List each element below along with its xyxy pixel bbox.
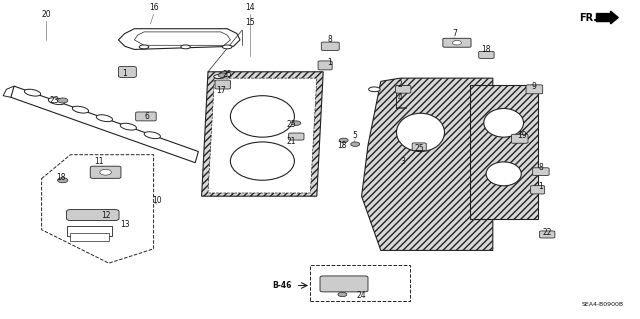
Text: 11: 11 [95,157,104,166]
Text: 7: 7 [452,29,457,38]
Ellipse shape [24,89,41,96]
Polygon shape [470,85,538,219]
Ellipse shape [230,96,294,137]
FancyBboxPatch shape [479,51,494,58]
Text: FR.: FR. [579,12,597,23]
Text: 13: 13 [120,220,130,229]
Text: 14: 14 [244,4,255,12]
Ellipse shape [96,115,113,122]
Text: 25: 25 [414,144,424,153]
Ellipse shape [230,142,294,180]
Text: 25: 25 [286,120,296,129]
Ellipse shape [369,87,380,92]
Ellipse shape [486,162,521,186]
Text: 1: 1 [122,69,127,78]
Ellipse shape [72,106,88,113]
Text: 10: 10 [152,197,162,205]
Text: 8: 8 [327,35,332,44]
Text: 20: 20 [41,10,51,19]
FancyBboxPatch shape [396,85,411,93]
Text: 1: 1 [327,58,332,67]
Text: 18: 18 [338,141,347,150]
Text: 6: 6 [145,112,150,121]
Text: 24: 24 [356,291,367,300]
FancyBboxPatch shape [532,168,549,175]
Circle shape [58,178,68,183]
Text: 12: 12 [101,211,110,220]
FancyBboxPatch shape [526,85,543,94]
Ellipse shape [223,45,232,49]
FancyBboxPatch shape [511,134,528,143]
Ellipse shape [484,108,524,137]
Ellipse shape [140,45,149,49]
Text: 16: 16 [148,4,159,12]
Circle shape [292,121,301,125]
Ellipse shape [144,132,161,138]
Polygon shape [70,233,109,241]
Text: 25: 25 [222,70,232,79]
Circle shape [339,138,348,143]
Text: 9: 9 [532,82,537,91]
Text: 17: 17 [216,86,226,95]
FancyBboxPatch shape [67,210,119,220]
Text: 18: 18 [56,173,65,182]
Circle shape [58,98,68,103]
FancyBboxPatch shape [289,133,304,140]
Text: 2: 2 [397,80,403,89]
Text: 3: 3 [401,157,406,166]
Text: 21: 21 [287,137,296,146]
Polygon shape [67,226,112,236]
FancyBboxPatch shape [321,42,339,50]
Text: 1: 1 [538,182,543,191]
Circle shape [351,142,360,146]
Polygon shape [118,29,240,49]
Circle shape [218,73,227,78]
Polygon shape [11,86,198,163]
Circle shape [100,169,111,175]
FancyArrow shape [596,11,618,24]
Text: B-46: B-46 [272,281,291,290]
Text: 8: 8 [538,163,543,172]
FancyBboxPatch shape [118,66,136,78]
FancyBboxPatch shape [412,143,426,151]
Text: 5: 5 [353,131,358,140]
Text: SEA4-B0900B: SEA4-B0900B [582,302,624,307]
Polygon shape [208,78,317,193]
FancyBboxPatch shape [443,38,471,47]
FancyBboxPatch shape [90,166,121,178]
FancyBboxPatch shape [136,112,156,121]
FancyBboxPatch shape [540,231,555,238]
FancyBboxPatch shape [215,80,230,89]
Ellipse shape [120,123,136,130]
Ellipse shape [49,98,65,105]
Ellipse shape [214,75,224,78]
Text: 15: 15 [244,18,255,27]
Ellipse shape [180,45,191,49]
Text: 19: 19 [516,131,527,140]
FancyBboxPatch shape [320,276,368,292]
Ellipse shape [397,113,445,152]
Text: 18: 18 [482,45,491,54]
Polygon shape [134,32,230,45]
Text: 4: 4 [397,93,403,102]
Polygon shape [42,155,154,263]
Polygon shape [202,72,323,196]
Polygon shape [362,78,493,250]
Circle shape [452,41,461,45]
FancyBboxPatch shape [318,61,332,70]
Text: 22: 22 [543,228,552,237]
Circle shape [338,292,347,297]
Text: 23: 23 [49,96,60,105]
Bar [310,265,410,301]
FancyBboxPatch shape [531,186,545,194]
